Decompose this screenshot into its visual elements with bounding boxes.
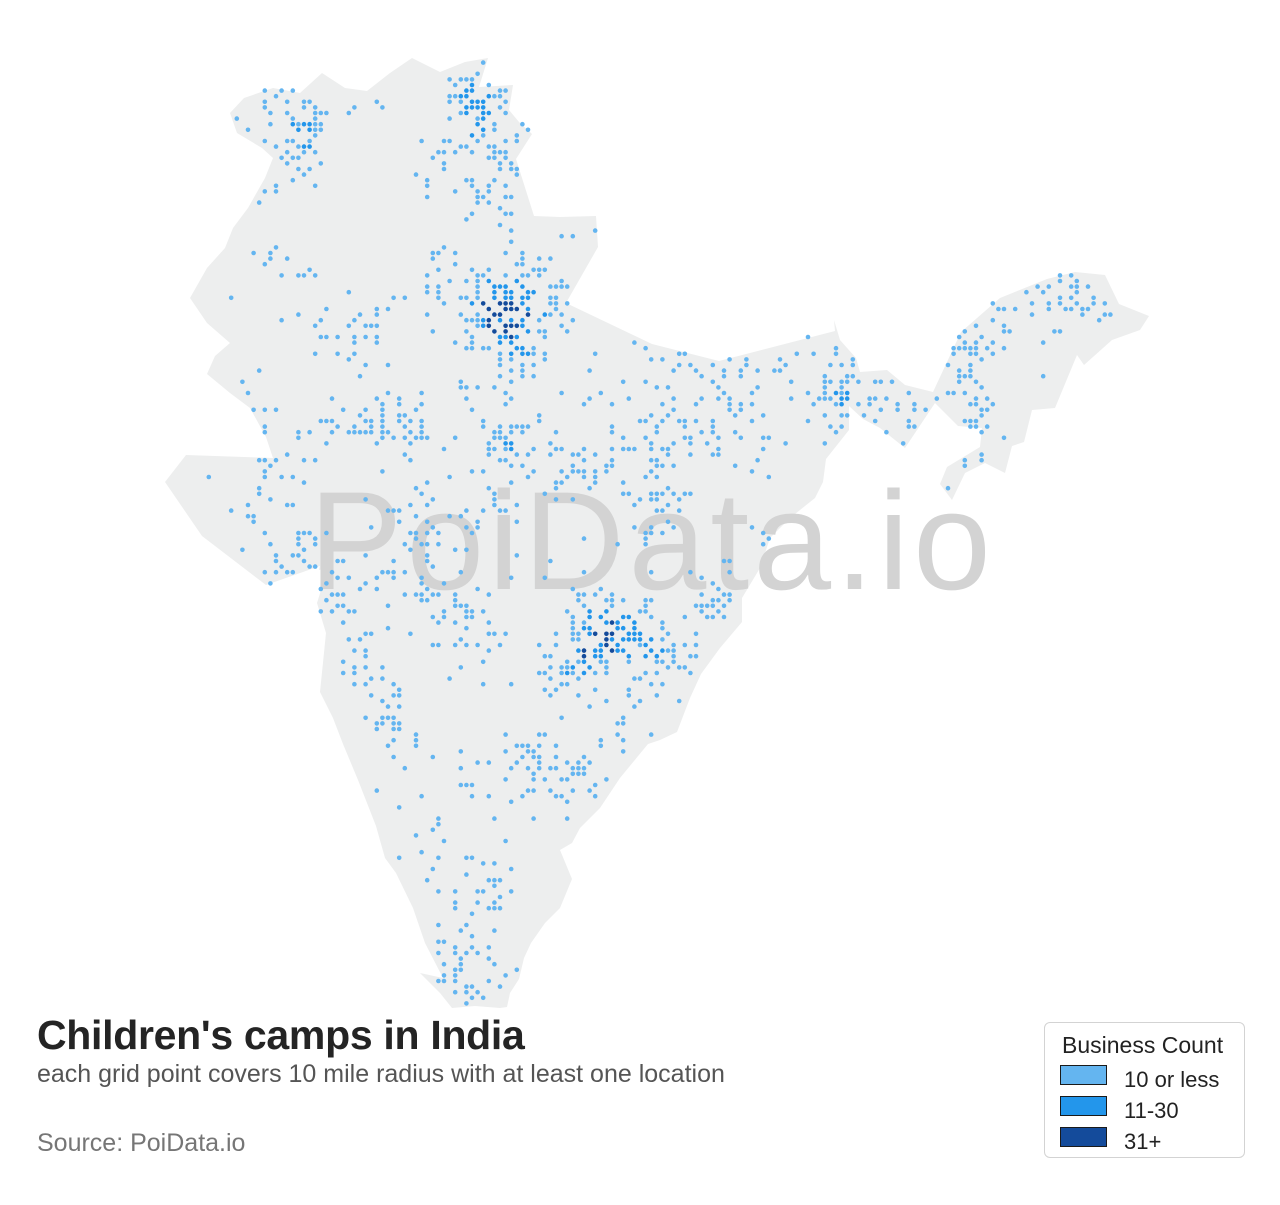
svg-text:PoiData.io: PoiData.io — [309, 462, 995, 619]
